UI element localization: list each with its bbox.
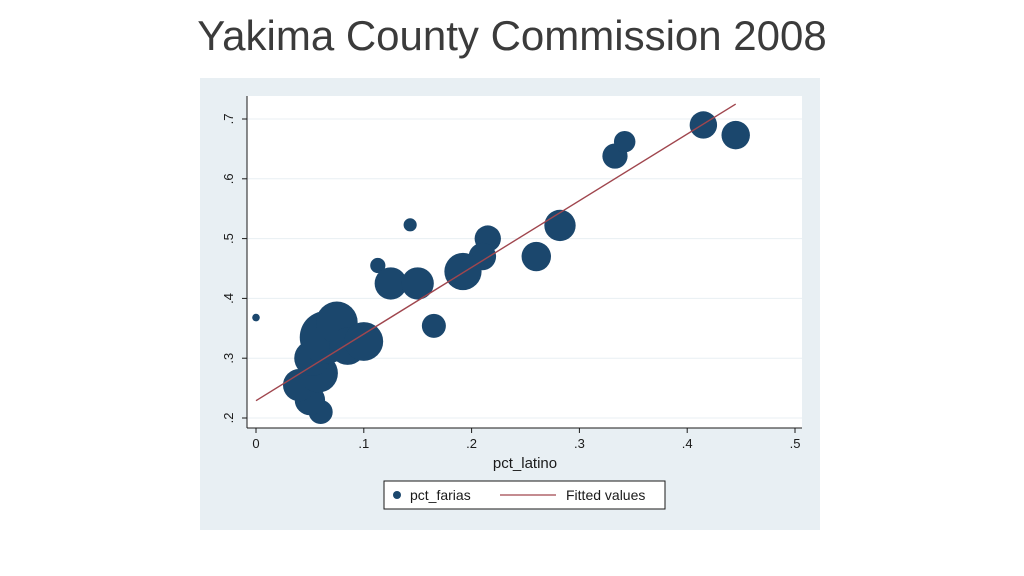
x-tick-label-5: .5 [790,436,801,451]
data-point-7 [374,267,407,300]
data-point-12 [613,130,636,153]
data-point-10 [544,209,576,242]
data-point-3 [421,313,446,338]
data-point-1 [403,218,417,232]
y-tick-label-5: .7 [221,114,236,125]
fitted-line [255,103,737,402]
legend-marker-pct_farias [393,491,401,499]
y-tick-label-0: .2 [221,413,236,424]
x-axis-label: pct_latino [493,455,557,472]
chart-figure: 0 .1 .2 .3 .4 .5 .2 .3 .4 .5 .6 .7 pct_latino pct_f… [200,78,820,530]
y-tick-label-3: .5 [221,233,236,244]
data-point-9 [521,241,551,272]
fitted-values-line [255,103,737,402]
y-tick-label-2: .4 [221,293,236,304]
data-point-0 [252,313,260,322]
legend: pct_farias Fitted values [383,480,666,510]
scatter-chart: 0 .1 .2 .3 .4 .5 .2 .3 .4 .5 .6 .7 pct_latino pct_f… [221,96,802,510]
x-tick-label-3: .3 [574,436,585,451]
x-tick-label-2: .2 [466,436,477,451]
legend-label-pct_farias: pct_farias [410,487,471,503]
data-point-2 [370,257,386,274]
x-tick-label-1: .1 [358,436,369,451]
data-point-6 [444,252,482,291]
data-point-14 [721,120,750,150]
x-tick-label-0: 0 [252,436,259,451]
data-point-23 [344,322,384,361]
data-point-8 [401,267,434,300]
y-tick-label-4: .6 [221,173,236,184]
data-point-13 [689,111,718,139]
x-tick-label-4: .4 [682,436,693,451]
y-tick-label-1: .3 [221,353,236,364]
legend-label-fitted: Fitted values [566,487,645,503]
data-points [252,111,750,425]
slide-title: Yakima County Commission 2008 [197,12,827,59]
axes: 0 .1 .2 .3 .4 .5 .2 .3 .4 .5 .6 .7 [221,96,802,451]
